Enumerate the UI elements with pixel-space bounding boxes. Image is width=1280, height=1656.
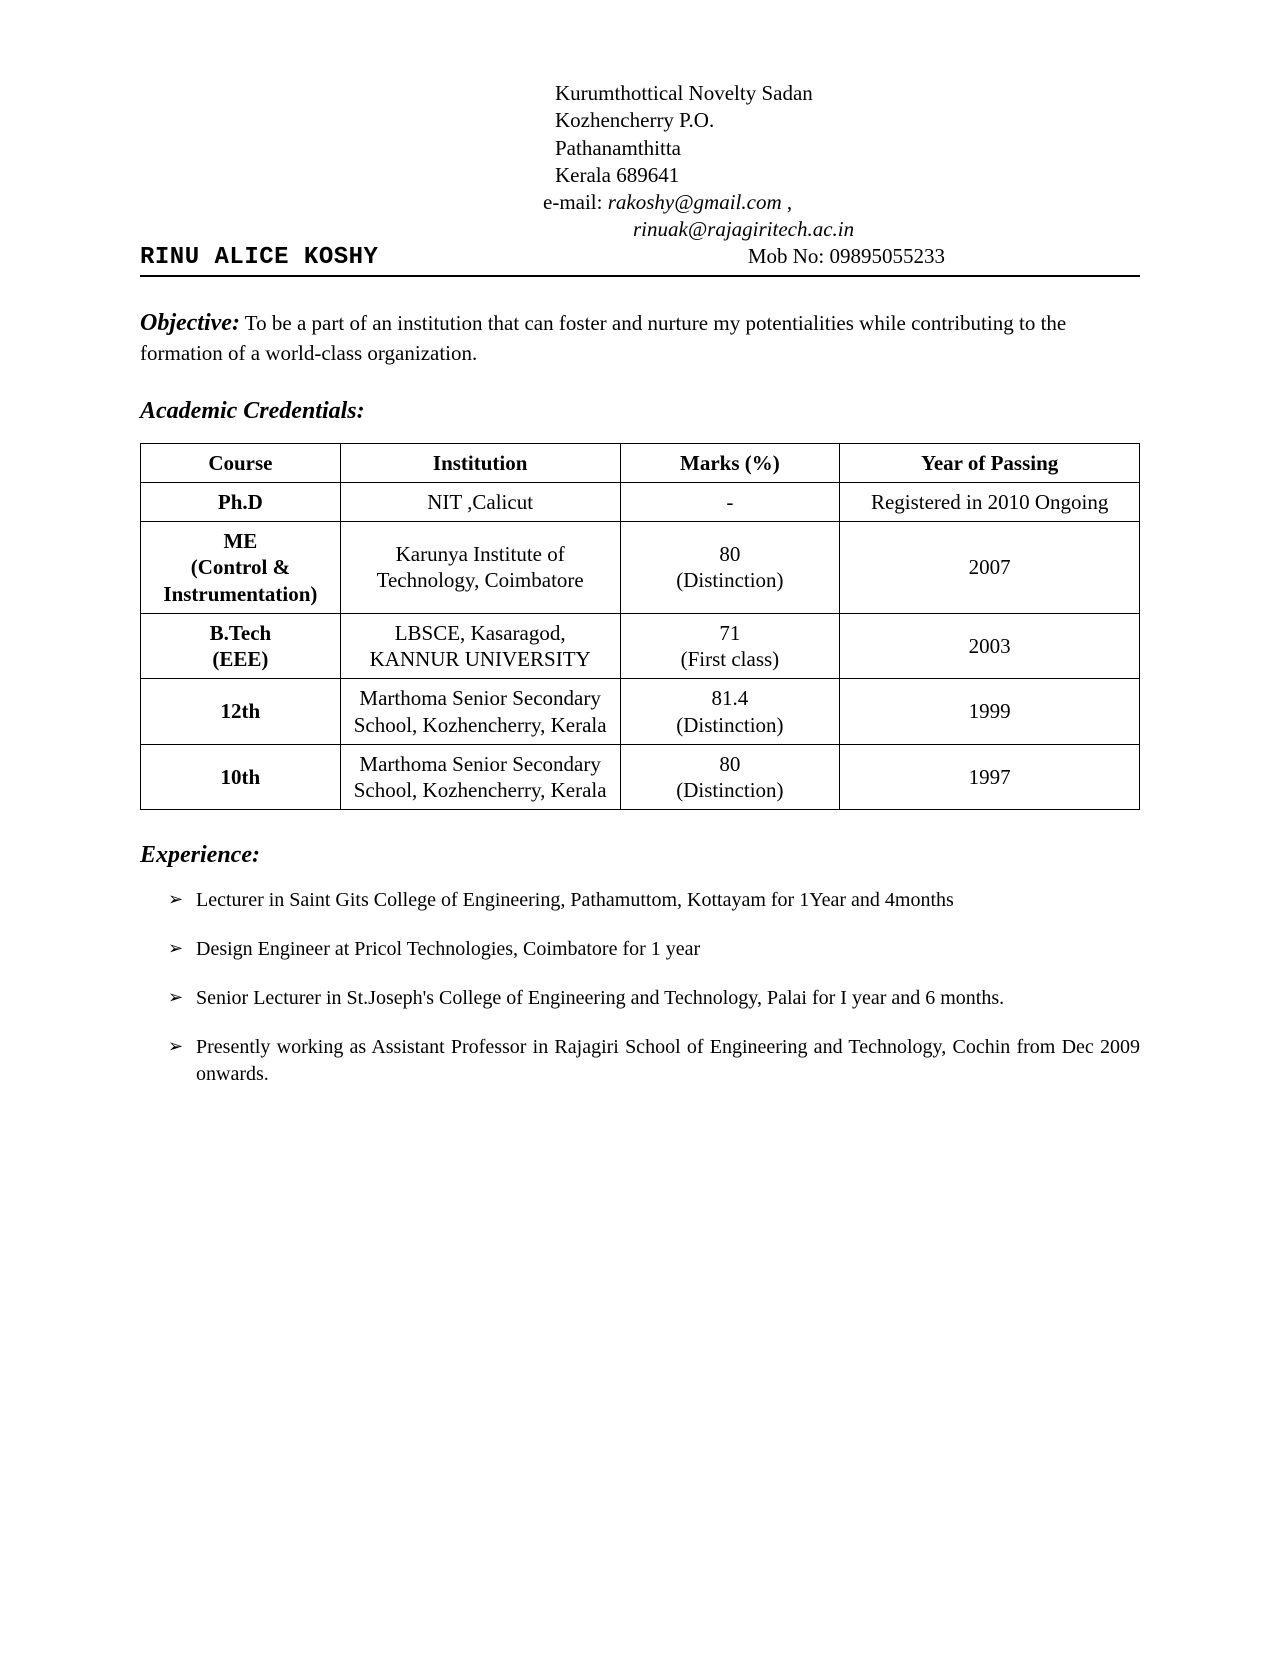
table-row: B.Tech(EEE)LBSCE, Kasaragod, KANNUR UNIV… [141,613,1140,679]
experience-item: Presently working as Assistant Professor… [168,1034,1140,1088]
address-line-2: Kozhencherry P.O. [555,107,1140,134]
cell-year: Registered in 2010 Ongoing [840,482,1140,521]
academic-heading: Academic Credentials: [140,398,1140,425]
credentials-table: Course Institution Marks (%) Year of Pas… [140,443,1140,811]
address-line-1: Kurumthottical Novelty Sadan [555,80,1140,107]
col-marks: Marks (%) [620,443,840,482]
address-line-4: Kerala 689641 [555,162,1140,189]
name-row: RINU ALICE KOSHY Mob No: 09895055233 [140,244,1140,271]
email-2: rinuak@rajagiritech.ac.in [555,216,1140,243]
col-institution: Institution [340,443,620,482]
cell-institution: Karunya Institute of Technology, Coimbat… [340,522,620,614]
credentials-body: Ph.DNIT ,Calicut-Registered in 2010 Ongo… [141,482,1140,810]
table-header-row: Course Institution Marks (%) Year of Pas… [141,443,1140,482]
address-line-3: Pathanamthitta [555,135,1140,162]
header-divider [140,275,1140,277]
cell-course: 12th [141,679,341,745]
cell-marks: 71(First class) [620,613,840,679]
objective-text: To be a part of an institution that can … [140,311,1066,365]
cell-marks: 80(Distinction) [620,744,840,810]
email-label: e-mail: [543,190,602,214]
table-row: ME(Control & Instrumentation)Karunya Ins… [141,522,1140,614]
person-name: RINU ALICE KOSHY [140,244,378,271]
col-year: Year of Passing [840,443,1140,482]
cell-marks: - [620,482,840,521]
experience-item: Senior Lecturer in St.Joseph's College o… [168,985,1140,1012]
cell-institution: LBSCE, Kasaragod, KANNUR UNIVERSITY [340,613,620,679]
table-row: 10thMarthoma Senior Secondary School, Ko… [141,744,1140,810]
cell-marks: 80(Distinction) [620,522,840,614]
cell-institution: Marthoma Senior Secondary School, Kozhen… [340,744,620,810]
experience-item: Design Engineer at Pricol Technologies, … [168,936,1140,963]
experience-item: Lecturer in Saint Gits College of Engine… [168,887,1140,914]
cell-institution: NIT ,Calicut [340,482,620,521]
cell-marks: 81.4(Distinction) [620,679,840,745]
cell-institution: Marthoma Senior Secondary School, Kozhen… [340,679,620,745]
cell-course: ME(Control & Instrumentation) [141,522,341,614]
cell-course: B.Tech(EEE) [141,613,341,679]
experience-list: Lecturer in Saint Gits College of Engine… [140,887,1140,1088]
email-sep: , [782,190,793,214]
objective-paragraph: Objective: To be a part of an institutio… [140,307,1140,368]
table-row: 12thMarthoma Senior Secondary School, Ko… [141,679,1140,745]
address-block: Kurumthottical Novelty Sadan Kozhencherr… [555,80,1140,244]
col-course: Course [141,443,341,482]
email-line-1: e-mail: rakoshy@gmail.com , [543,189,1140,216]
mobile-number: Mob No: 09895055233 [748,244,945,269]
cell-course: Ph.D [141,482,341,521]
cell-course: 10th [141,744,341,810]
objective-label: Objective: [140,310,240,336]
email-1: rakoshy@gmail.com [608,190,782,214]
cell-year: 1997 [840,744,1140,810]
cell-year: 1999 [840,679,1140,745]
cell-year: 2007 [840,522,1140,614]
experience-heading: Experience: [140,842,1140,869]
cell-year: 2003 [840,613,1140,679]
table-row: Ph.DNIT ,Calicut-Registered in 2010 Ongo… [141,482,1140,521]
